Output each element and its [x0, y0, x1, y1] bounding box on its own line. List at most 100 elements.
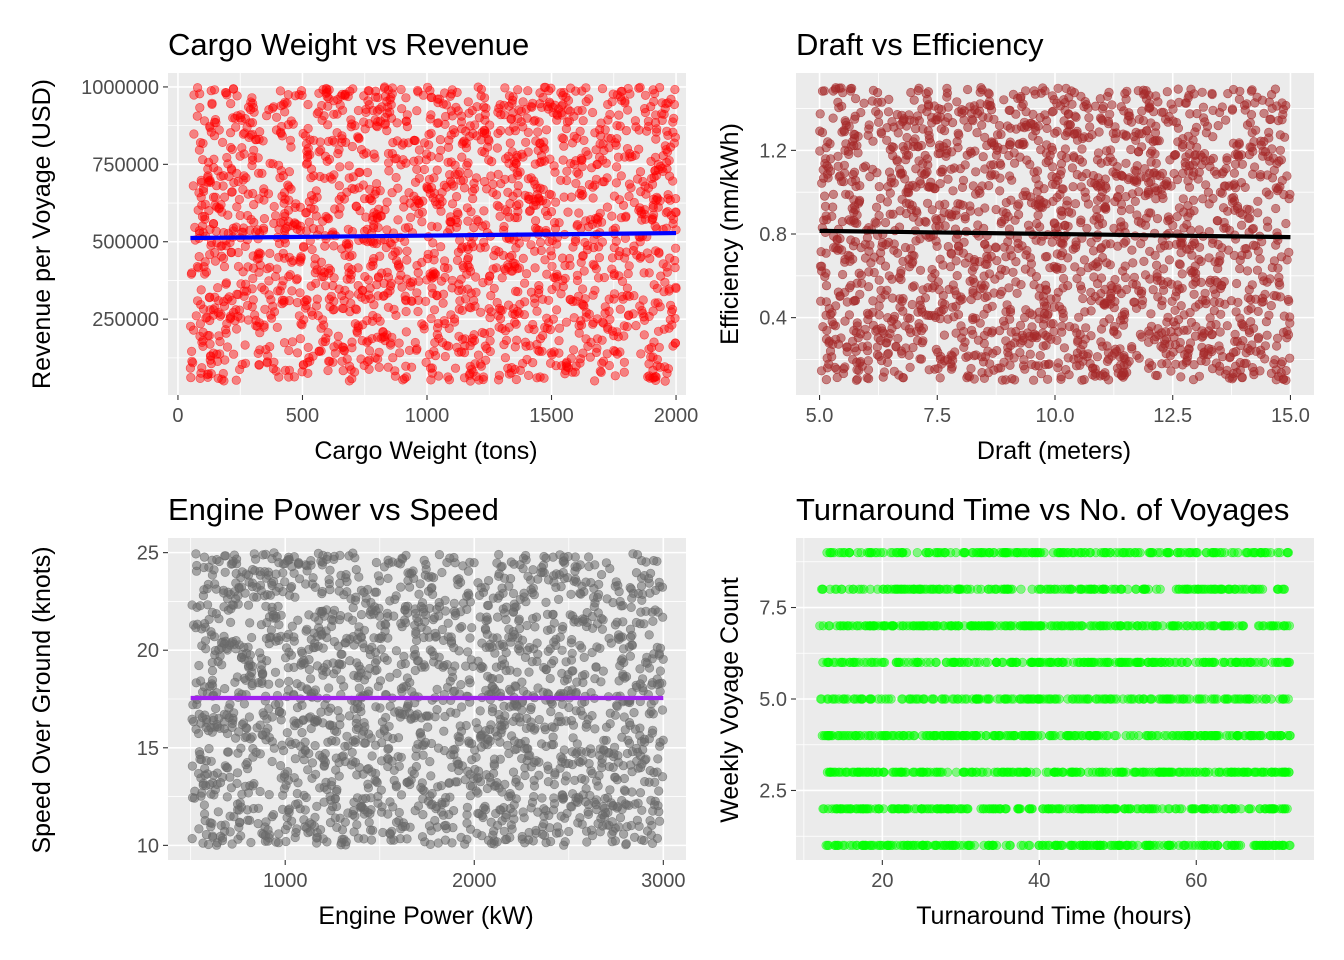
scatter-point [597, 624, 608, 634]
scatter-point [819, 86, 830, 96]
scatter-point [284, 167, 295, 177]
scatter-point [1188, 195, 1199, 205]
scatter-point [504, 300, 514, 310]
scatter-point [856, 270, 866, 280]
scatter-point [292, 348, 303, 358]
scatter-point [401, 361, 411, 371]
scatter-point [828, 189, 839, 199]
scatter-point [200, 199, 210, 209]
scatter-point [657, 705, 668, 715]
scatter-point [592, 314, 602, 324]
scatter-point [1092, 212, 1102, 222]
scatter-point [831, 301, 841, 311]
scatter-point [1030, 89, 1040, 99]
scatter-point [425, 85, 435, 96]
scatter-point [1222, 365, 1232, 376]
scatter-point [943, 174, 953, 184]
scatter-point [551, 361, 561, 371]
scatter-point [591, 799, 601, 810]
scatter-point [1121, 131, 1131, 141]
scatter-point [447, 283, 457, 293]
scatter-point [267, 313, 277, 323]
scatter-point [654, 786, 664, 796]
scatter-point [1189, 89, 1199, 99]
scatter-point [360, 194, 370, 204]
scatter-point [235, 364, 245, 375]
scatter-point [302, 357, 313, 368]
scatter-point [914, 116, 924, 126]
scatter-point [837, 101, 847, 111]
scatter-point [476, 307, 486, 317]
scatter-point [659, 109, 669, 119]
scatter-point [1275, 130, 1285, 140]
scatter-point [845, 256, 855, 266]
scatter-point [605, 109, 615, 120]
scatter-point [295, 288, 305, 298]
scatter-point [847, 136, 858, 146]
scatter-point [385, 701, 395, 711]
scatter-point [433, 97, 443, 108]
scatter-point [654, 342, 664, 353]
scatter-point [499, 221, 509, 232]
scatter-point [998, 316, 1009, 326]
scatter-point [1097, 104, 1108, 114]
scatter-point [383, 362, 393, 372]
scatter-point [1069, 87, 1079, 98]
scatter-point [280, 107, 290, 117]
scatter-point [1253, 196, 1263, 206]
scatter-point [316, 323, 326, 333]
scatter-point [1113, 241, 1123, 251]
scatter-point [1152, 370, 1162, 381]
scatter-point [223, 210, 233, 220]
scatter-point [1051, 293, 1061, 304]
scatter-point [450, 317, 460, 327]
scatter-point [601, 158, 611, 168]
scatter-point [1213, 120, 1223, 131]
scatter-point [653, 298, 663, 308]
scatter-point [1145, 274, 1155, 284]
scatter-point [648, 616, 658, 626]
scatter-point [199, 800, 209, 810]
scatter-point [222, 342, 233, 352]
scatter-point [572, 219, 583, 230]
scatter-point [995, 158, 1005, 168]
scatter-point [1144, 208, 1154, 218]
scatter-point [456, 274, 466, 284]
scatter-point [622, 105, 633, 115]
scatter-point [463, 566, 474, 576]
scatter-point [259, 223, 269, 233]
scatter-point [945, 262, 956, 272]
scatter-point [198, 327, 208, 337]
scatter-point [664, 253, 675, 263]
scatter-point [385, 107, 395, 117]
scatter-point [1055, 170, 1065, 180]
scatter-point [443, 618, 453, 628]
scatter-point [249, 200, 259, 210]
scatter-point [429, 173, 439, 183]
scatter-point [311, 186, 321, 196]
scatter-point [1255, 254, 1265, 264]
scatter-point [947, 117, 958, 128]
scatter-point [852, 218, 862, 228]
scatter-point [360, 272, 370, 282]
scatter-point [1122, 86, 1132, 96]
scatter-point [194, 660, 204, 671]
scatter-point [1209, 166, 1219, 176]
scatter-point [274, 224, 284, 234]
scatter-point [1097, 252, 1108, 263]
scatter-point [456, 176, 466, 186]
scatter-point [1190, 331, 1201, 341]
scatter-point [1197, 160, 1207, 170]
scatter-point [459, 373, 470, 383]
scatter-point [465, 361, 475, 371]
scatter-point [937, 167, 947, 177]
scatter-point [189, 90, 199, 100]
scatter-point [476, 91, 486, 101]
scatter-point [816, 296, 826, 306]
scatter-point [432, 684, 442, 695]
scatter-point [993, 363, 1003, 373]
scatter-point [580, 775, 590, 785]
scatter-point [1184, 182, 1195, 192]
scatter-point [1116, 217, 1126, 227]
scatter-point [647, 179, 658, 189]
